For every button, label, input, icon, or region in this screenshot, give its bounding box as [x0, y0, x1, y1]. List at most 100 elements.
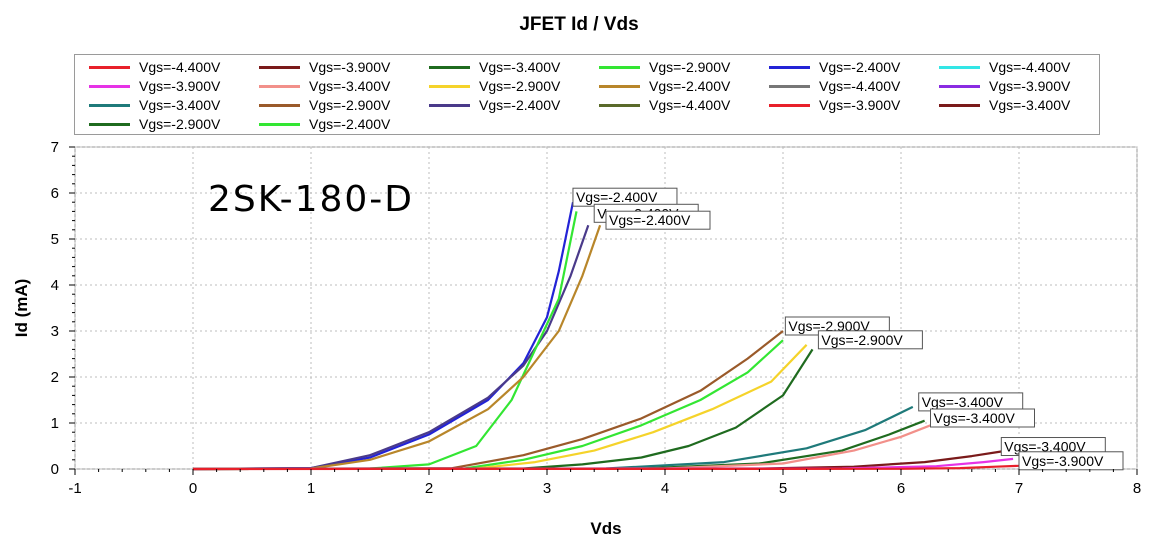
legend-item: Vgs=-2.400V [429, 96, 560, 114]
legend-item: Vgs=-3.400V [89, 96, 220, 114]
series-line [192, 224, 602, 471]
legend-label: Vgs=-4.400V [989, 59, 1071, 75]
series-line [192, 224, 590, 471]
x-tick-label: 0 [189, 480, 197, 497]
data-callout: Vgs=-3.900V [1018, 451, 1124, 471]
legend-label: Vgs=-4.400V [139, 59, 221, 75]
legend-label: Vgs=-2.900V [139, 116, 221, 132]
legend-label: Vgs=-2.900V [479, 78, 561, 94]
callout-layer: Vgs=-2.400VVgs=-2.400VVgs=-2.400VVgs=-2.… [572, 187, 1124, 471]
legend-swatch [89, 84, 130, 88]
legend-label: Vgs=-4.400V [649, 97, 731, 113]
series-line [192, 330, 784, 471]
legend-swatch [89, 103, 130, 107]
legend-swatch [769, 84, 810, 88]
legend-swatch [939, 103, 980, 107]
callout-box [817, 330, 923, 350]
callout-label: Vgs=-2.400V [609, 212, 691, 228]
legend-item: Vgs=-2.900V [429, 77, 560, 95]
data-callout: Vgs=-3.400V [930, 408, 1035, 428]
legend-label: Vgs=-2.400V [819, 59, 901, 75]
data-callout: Vgs=-3.400V [1000, 437, 1106, 457]
legend-label: Vgs=-2.900V [649, 59, 731, 75]
legend-label: Vgs=-3.900V [309, 59, 391, 75]
legend-swatch [259, 84, 300, 88]
legend-item: Vgs=-2.900V [259, 96, 390, 114]
y-axis-label: Id (mA) [12, 279, 31, 338]
y-tick-label: 2 [51, 369, 59, 386]
callout-box [1018, 451, 1124, 471]
legend-item: Vgs=-4.400V [599, 96, 730, 114]
legend-swatch [769, 65, 810, 69]
x-tick-label: 4 [661, 480, 669, 497]
x-tick-label: 5 [779, 480, 787, 497]
data-callout: Vgs=-2.400V [572, 187, 678, 207]
legend-item: Vgs=-3.400V [429, 58, 560, 76]
data-callout: Vgs=-3.400V [918, 392, 1024, 412]
device-annotation: 2SK-180-D [208, 179, 414, 220]
callout-label: Vgs=-3.400V [1004, 439, 1086, 455]
data-callout: Vgs=-2.400V [605, 210, 711, 230]
legend-label: Vgs=-2.400V [649, 78, 731, 94]
legend-swatch [599, 65, 640, 69]
legend-swatch [429, 84, 470, 88]
legend-swatch [89, 122, 130, 126]
legend-item: Vgs=-3.900V [939, 77, 1070, 95]
x-tick-label: 6 [897, 480, 905, 497]
legend-swatch [599, 84, 640, 88]
legend-label: Vgs=-3.900V [139, 78, 221, 94]
callout-label: Vgs=-3.400V [922, 394, 1004, 410]
legend-swatch [429, 65, 470, 69]
legend-item: Vgs=-2.400V [599, 77, 730, 95]
legend-swatch [769, 103, 810, 107]
x-tick-label: 8 [1133, 480, 1141, 497]
tick-layer: -1 0 1 2 3 4 5 6 7 8 0 1 2 3 4 5 6 7 [51, 139, 1142, 497]
legend-swatch [259, 122, 300, 126]
legend-label: Vgs=-2.400V [479, 97, 561, 113]
legend-swatch [259, 103, 300, 107]
x-tick-label: 3 [543, 480, 551, 497]
legend-swatch [429, 103, 470, 107]
legend-label: Vgs=-2.900V [309, 97, 391, 113]
callout-box [605, 210, 711, 230]
legend-swatch [259, 65, 300, 69]
callout-label: Vgs=-3.900V [1022, 453, 1104, 469]
legend-label: Vgs=-3.900V [819, 97, 901, 113]
legend-label: Vgs=-3.900V [989, 78, 1071, 94]
series-line [192, 344, 808, 471]
legend-item: Vgs=-2.400V [769, 58, 900, 76]
callout-box [930, 408, 1035, 428]
legend-swatch [939, 84, 980, 88]
series-line [192, 339, 784, 471]
y-tick-label: 4 [51, 277, 59, 294]
x-axis-label: Vds [590, 519, 621, 538]
legend-item: Vgs=-2.400V [259, 115, 390, 133]
legend-item: Vgs=-4.400V [769, 77, 900, 95]
legend-item: Vgs=-4.400V [89, 58, 220, 76]
series-layer [192, 201, 1020, 471]
legend-item: Vgs=-3.900V [89, 77, 220, 95]
legend-label: Vgs=-3.400V [479, 59, 561, 75]
legend-item: Vgs=-3.400V [259, 77, 390, 95]
callout-label: Vgs=-2.400V [576, 189, 658, 205]
chart-title: JFET Id / Vds [519, 14, 639, 35]
callout-label: Vgs=-3.400V [934, 410, 1016, 426]
callout-label: Vgs=-2.900V [788, 318, 870, 334]
x-tick-label: 7 [1015, 480, 1023, 497]
legend-label: Vgs=-2.400V [309, 116, 391, 132]
legend-label: Vgs=-3.400V [309, 78, 391, 94]
legend-label: Vgs=-4.400V [819, 78, 901, 94]
y-tick-label: 5 [51, 231, 59, 248]
y-tick-label: 6 [51, 185, 59, 202]
legend-item: Vgs=-3.400V [939, 96, 1070, 114]
y-tick-label: 3 [51, 323, 59, 340]
series-line [192, 464, 1020, 471]
callout-label: Vgs=-2.900V [821, 332, 903, 348]
legend-item: Vgs=-4.400V [939, 58, 1070, 76]
legend-swatch [939, 65, 980, 69]
y-tick-label: 1 [51, 415, 59, 432]
legend-label: Vgs=-3.400V [139, 97, 221, 113]
legend-item: Vgs=-2.900V [89, 115, 220, 133]
x-tick-label: 1 [307, 480, 315, 497]
